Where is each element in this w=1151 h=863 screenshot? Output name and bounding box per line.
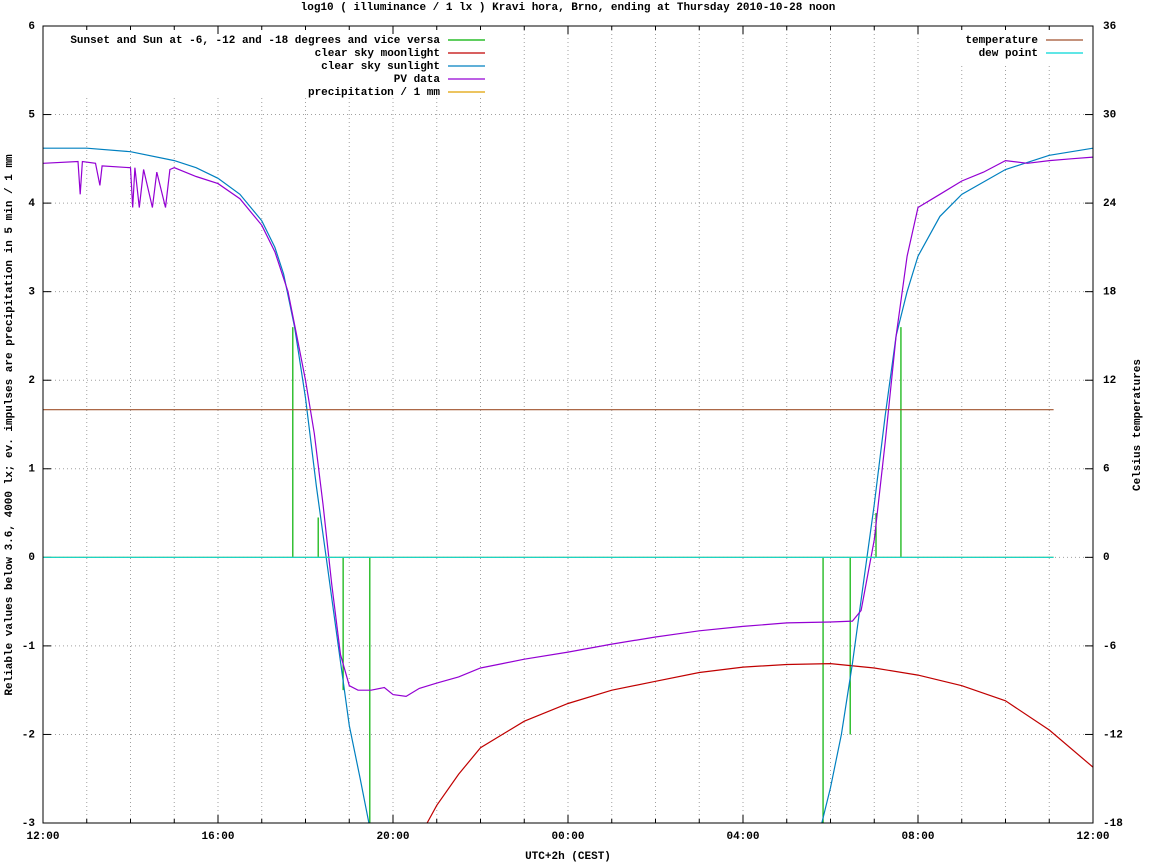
y2-axis-label: Celsius temperatures: [1132, 359, 1144, 491]
y2-tick-label: -18: [1103, 818, 1123, 830]
x-tick-label: 20:00: [376, 831, 409, 843]
y2-tick-label: 36: [1103, 21, 1116, 33]
y2-tick-label: 24: [1103, 198, 1117, 210]
y-tick-label: -2: [22, 729, 35, 741]
legend-label: dew point: [979, 48, 1038, 60]
legend-label: clear sky moonlight: [315, 48, 440, 60]
y-tick-label: 6: [28, 21, 35, 33]
y-axis-label: Reliable values below 3.6, 4000 lx; ev. …: [4, 154, 16, 696]
y2-tick-label: 18: [1103, 287, 1117, 299]
x-tick-label: 12:00: [26, 831, 59, 843]
series-line: [43, 147, 370, 823]
y2-tick-label: -6: [1103, 641, 1116, 653]
y-tick-label: 1: [28, 464, 35, 476]
x-tick-label: 08:00: [901, 831, 934, 843]
legend-background: [950, 27, 1092, 65]
plot-frame: [42, 25, 1094, 824]
y2-tick-label: -12: [1103, 729, 1123, 741]
x-tick-label: 00:00: [551, 831, 584, 843]
legend-label: precipitation / 1 mm: [308, 87, 440, 99]
legend-background: [44, 27, 494, 97]
legend-label: temperature: [965, 35, 1038, 47]
y-tick-label: 0: [28, 552, 35, 564]
x-tick-label: 16:00: [201, 831, 234, 843]
y-tick-label: -3: [22, 818, 36, 830]
series-line: [43, 156, 1093, 698]
chart-title: log10 ( illuminance / 1 lx ) Kravi hora,…: [301, 2, 836, 14]
y2-tick-label: 6: [1103, 464, 1110, 476]
y-tick-label: -1: [22, 641, 36, 653]
x-axis-label: UTC+2h (CEST): [525, 851, 611, 863]
legend-label: Sunset and Sun at -6, -12 and -18 degree…: [70, 35, 440, 47]
y2-tick-label: 12: [1103, 375, 1116, 387]
legend-label: PV data: [394, 74, 441, 86]
x-tick-label: 12:00: [1076, 831, 1109, 843]
legend-label: clear sky sunlight: [321, 61, 440, 73]
y-tick-label: 5: [28, 109, 35, 121]
y2-tick-label: 0: [1103, 552, 1110, 564]
y-tick-label: 2: [28, 375, 35, 387]
series-line: [426, 662, 1093, 823]
y-tick-label: 4: [28, 198, 35, 210]
series-line: [821, 147, 1093, 823]
x-tick-label: 04:00: [726, 831, 759, 843]
y2-tick-label: 30: [1103, 109, 1116, 121]
y-tick-label: 3: [28, 287, 35, 299]
